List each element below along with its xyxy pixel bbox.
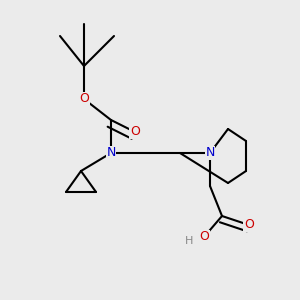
Text: O: O <box>199 230 209 244</box>
Text: O: O <box>79 92 89 106</box>
Text: N: N <box>205 146 215 160</box>
Text: N: N <box>106 146 116 160</box>
Text: O: O <box>244 218 254 232</box>
Text: H: H <box>185 236 193 247</box>
Text: O: O <box>130 125 140 139</box>
